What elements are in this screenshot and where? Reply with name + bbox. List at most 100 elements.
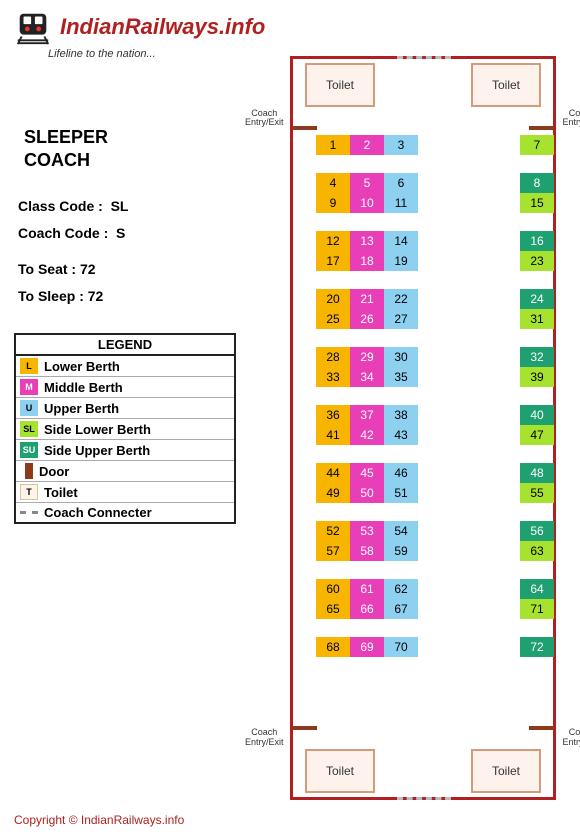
seat-51: 51	[384, 483, 418, 503]
seat-60: 60	[316, 579, 350, 599]
seat-40: 40	[520, 405, 554, 425]
legend-label: Lower Berth	[44, 359, 120, 374]
entry-bot-right: CoachEntry/Exit	[562, 728, 580, 747]
seat-68: 68	[316, 637, 350, 657]
seat-72: 72	[520, 637, 554, 657]
coach-code: S	[116, 225, 125, 241]
toilet-top-left: Toilet	[305, 63, 375, 107]
seat-30: 30	[384, 347, 418, 367]
seat-29: 29	[350, 347, 384, 367]
coach-title-l1: SLEEPER	[24, 126, 240, 149]
seat-8: 8	[520, 173, 554, 193]
legend-swatch: SL	[20, 421, 38, 437]
seat-67: 67	[384, 599, 418, 619]
seat-row: 444546 48	[292, 463, 554, 483]
seat-24: 24	[520, 289, 554, 309]
legend-title: LEGEND	[16, 335, 234, 356]
legend-row: Coach Connecter	[16, 503, 234, 522]
seat-62: 62	[384, 579, 418, 599]
seat-70: 70	[384, 637, 418, 657]
seat-9: 9	[316, 193, 350, 213]
seat-71: 71	[520, 599, 554, 619]
legend-label: Toilet	[44, 485, 78, 500]
bay: 2829303233343539	[292, 347, 554, 403]
seat-row: 17181923	[292, 251, 554, 271]
legend-label: Upper Berth	[44, 401, 119, 416]
seat-14: 14	[384, 231, 418, 251]
legend-label: Side Upper Berth	[44, 443, 150, 458]
bay: 68697072	[292, 637, 554, 693]
seat-row: 12131416	[292, 231, 554, 251]
copyright: Copyright © IndianRailways.info	[14, 813, 184, 827]
seat-row: 4568	[292, 173, 554, 193]
seat-27: 27	[384, 309, 418, 329]
to-seat: 72	[80, 261, 96, 277]
to-seat-label: To Seat :	[18, 261, 76, 277]
legend-row: SLSide Lower Berth	[16, 419, 234, 440]
seats-area: 1237456891011151213141617181923202122242…	[292, 129, 554, 727]
seat-row: 495051 55	[292, 483, 554, 503]
seat-44: 44	[316, 463, 350, 483]
seat-42: 42	[350, 425, 384, 445]
coach-diagram: Toilet Toilet CoachEntry/Exit CoachEntry…	[290, 56, 556, 800]
toilet-bot-left: Toilet	[305, 749, 375, 793]
entry-bot-left: CoachEntry/Exit	[245, 728, 284, 747]
seat-39: 39	[520, 367, 554, 387]
seat-48: 48	[520, 463, 554, 483]
seat-12: 12	[316, 231, 350, 251]
seat-row: 33343539	[292, 367, 554, 387]
seat-54: 54	[384, 521, 418, 541]
bay: 6061626465666771	[292, 579, 554, 635]
seat-47: 47	[520, 425, 554, 445]
connector-top	[397, 56, 451, 59]
connector-bot	[397, 797, 451, 800]
connector-symbol	[20, 511, 38, 514]
legend-swatch: SU	[20, 442, 38, 458]
bay: 45689101115	[292, 173, 554, 229]
train-logo-icon	[14, 8, 52, 46]
seat-43: 43	[384, 425, 418, 445]
seat-row: 52535456	[292, 521, 554, 541]
seat-53: 53	[350, 521, 384, 541]
seat-56: 56	[520, 521, 554, 541]
to-sleep-label: To Sleep :	[18, 288, 84, 304]
legend-label: Door	[39, 464, 69, 479]
legend-swatch: U	[20, 400, 38, 416]
seat-row: 65666771	[292, 599, 554, 619]
seat-7: 7	[520, 135, 554, 155]
seat-50: 50	[350, 483, 384, 503]
seat-row: 60616264	[292, 579, 554, 599]
seat-row: 414243 47	[292, 425, 554, 445]
door-bot-right	[529, 726, 553, 730]
legend-row: L Lower Berth	[16, 356, 234, 377]
seat-11: 11	[384, 193, 418, 213]
seat-18: 18	[350, 251, 384, 271]
seat-row: 9101115	[292, 193, 554, 213]
seat-58: 58	[350, 541, 384, 561]
entry-top-left: CoachEntry/Exit	[245, 109, 284, 128]
coach-info: Class Code : SL Coach Code : S To Seat :…	[18, 193, 240, 309]
bay: 5253545657585963	[292, 521, 554, 577]
door-symbol	[25, 463, 33, 479]
seat-31: 31	[520, 309, 554, 329]
seat-49: 49	[316, 483, 350, 503]
class-code: SL	[111, 198, 129, 214]
legend-row: TToilet	[16, 482, 234, 503]
seat-33: 33	[316, 367, 350, 387]
seat-55: 55	[520, 483, 554, 503]
seat-19: 19	[384, 251, 418, 271]
seat-46: 46	[384, 463, 418, 483]
seat-25: 25	[316, 309, 350, 329]
class-code-label: Class Code :	[18, 198, 103, 214]
legend-row: SU Side Upper Berth	[16, 440, 234, 461]
entry-top-right: CoachEntry/Exit	[562, 109, 580, 128]
seat-65: 65	[316, 599, 350, 619]
seat-45: 45	[350, 463, 384, 483]
seat-41: 41	[316, 425, 350, 445]
seat-61: 61	[350, 579, 384, 599]
seat-row: 36373840	[292, 405, 554, 425]
door-bot-left	[293, 726, 317, 730]
legend-label: Middle Berth	[44, 380, 123, 395]
legend-swatch: L	[20, 358, 38, 374]
toilet-top-right: Toilet	[471, 63, 541, 107]
